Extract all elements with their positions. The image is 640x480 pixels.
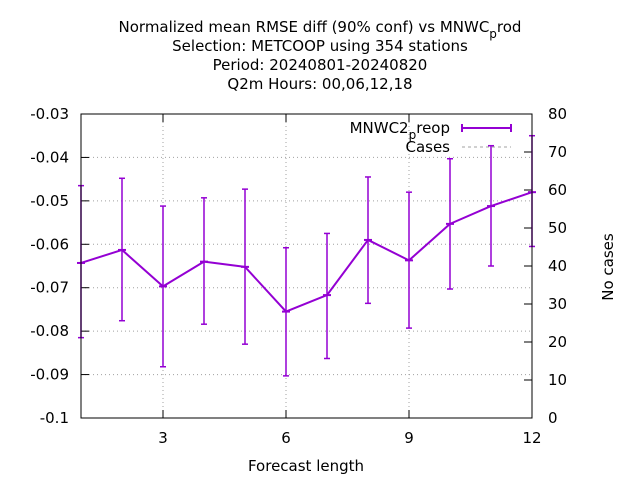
x-tick-label: 3 — [158, 429, 168, 447]
legend-label-cases: Cases — [405, 138, 450, 156]
y-tick-label: -0.05 — [30, 192, 69, 210]
x-tick-label: 9 — [404, 429, 414, 447]
y-tick-label: -0.04 — [30, 148, 69, 166]
y2-tick-label: 20 — [548, 333, 567, 351]
y2-tick-label: 10 — [548, 371, 567, 389]
chart-title: Normalized mean RMSE diff (90% conf) vs … — [119, 18, 522, 93]
y-tick-label: -0.1 — [40, 409, 69, 427]
y-tick-label: -0.08 — [30, 322, 69, 340]
y2-tick-label: 60 — [548, 181, 567, 199]
y-tick-label: -0.09 — [30, 366, 69, 384]
y-tick-label: -0.07 — [30, 279, 69, 297]
y2-axis-label: No cases — [599, 233, 617, 301]
title-line-1: Normalized mean RMSE diff (90% conf) vs … — [119, 18, 522, 41]
y2-tick-label: 80 — [548, 105, 567, 123]
y-tick-label: -0.06 — [30, 235, 69, 253]
legend-swatch-mnwc2-preop — [461, 124, 512, 132]
x-tick-label: 6 — [281, 429, 291, 447]
y2-axis-ticks: 0 10 20 30 40 50 60 70 80 — [524, 105, 567, 427]
y2-tick-label: 50 — [548, 219, 567, 237]
series-line-mnwc2-preop — [80, 191, 533, 313]
title-line-2: Selection: METCOOP using 354 stations — [172, 37, 468, 55]
title-line-4: Q2m Hours: 00,06,12,18 — [227, 75, 412, 93]
x-axis-ticks: 3 6 9 12 — [158, 114, 542, 447]
legend: MNWC2preop Cases — [350, 119, 512, 156]
title-line-3: Period: 20240801-20240820 — [213, 56, 428, 74]
y2-tick-label: 70 — [548, 143, 567, 161]
plot-frame — [80, 113, 533, 419]
x-axis-label: Forecast length — [248, 457, 364, 475]
y2-tick-label: 30 — [548, 295, 567, 313]
legend-label-mnwc2-preop: MNWC2preop — [350, 119, 450, 142]
y-tick-label: -0.03 — [30, 105, 69, 123]
y2-tick-label: 40 — [548, 257, 567, 275]
y2-tick-label: 0 — [548, 409, 558, 427]
series-group — [77, 134, 536, 377]
y-axis-ticks: -0.1 -0.09 -0.08 -0.07 -0.06 -0.05 -0.04 -0.03 — [30, 105, 89, 427]
x-tick-label: 12 — [522, 429, 541, 447]
